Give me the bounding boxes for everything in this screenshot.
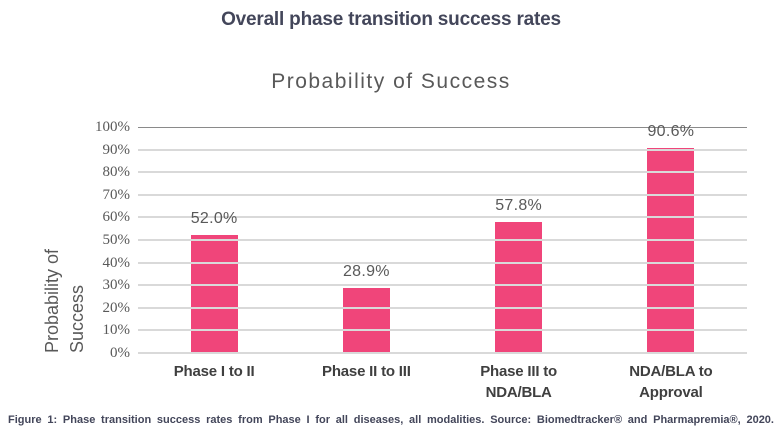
bar bbox=[342, 287, 390, 353]
bar bbox=[495, 222, 543, 353]
gridline bbox=[138, 261, 747, 264]
x-category-label: NDA/BLA to Approval bbox=[629, 363, 713, 401]
figure-title: Overall phase transition success rates bbox=[221, 9, 561, 30]
bar-value-label: 28.9% bbox=[342, 262, 390, 280]
gridline bbox=[138, 216, 747, 219]
y-tick-label: 60% bbox=[102, 209, 131, 226]
gridline bbox=[138, 193, 747, 196]
bar-value-label: 90.6% bbox=[647, 123, 695, 141]
bar-value-label: 52.0% bbox=[190, 210, 238, 228]
y-tick-label: 100% bbox=[95, 119, 130, 135]
gridline bbox=[138, 352, 747, 354]
y-tick-labels: 0% 10% 20% 30% 40% 50% 60% 70% 80% 90% 100% bbox=[0, 119, 131, 361]
y-tick-label: 90% bbox=[102, 141, 131, 158]
bar bbox=[190, 235, 238, 353]
y-tick-label: 30% bbox=[102, 277, 131, 294]
y-tick-label: 0% bbox=[110, 345, 130, 361]
gridline bbox=[138, 148, 747, 151]
gridline bbox=[138, 306, 747, 309]
bar-value-label: 57.8% bbox=[495, 197, 543, 215]
y-tick-label: 80% bbox=[102, 164, 131, 181]
y-tick-label: 20% bbox=[102, 299, 131, 316]
gridline bbox=[138, 329, 747, 332]
y-tick-label: 50% bbox=[102, 232, 131, 248]
bar bbox=[647, 148, 695, 353]
chart-title: Probability of Success bbox=[271, 70, 511, 93]
gridline bbox=[138, 239, 747, 241]
x-category-label: Phase III to NDA/BLA bbox=[480, 363, 558, 401]
y-tick-label: 40% bbox=[102, 254, 131, 271]
gridline bbox=[138, 284, 747, 287]
x-axis-labels: Phase I to II Phase II to III Phase III to… bbox=[138, 361, 747, 407]
y-tick-label: 10% bbox=[102, 322, 131, 339]
plot-area: 52.0% 28.9% 57.8% 90.6% bbox=[138, 123, 747, 354]
x-category-label: Phase I to II bbox=[173, 363, 255, 380]
figure-caption: Figure 1: Phase transition success rates… bbox=[8, 414, 774, 426]
gridline bbox=[138, 171, 747, 174]
x-category-label: Phase II to III bbox=[322, 363, 411, 380]
gridline bbox=[138, 127, 747, 128]
y-tick-label: 70% bbox=[102, 186, 131, 203]
